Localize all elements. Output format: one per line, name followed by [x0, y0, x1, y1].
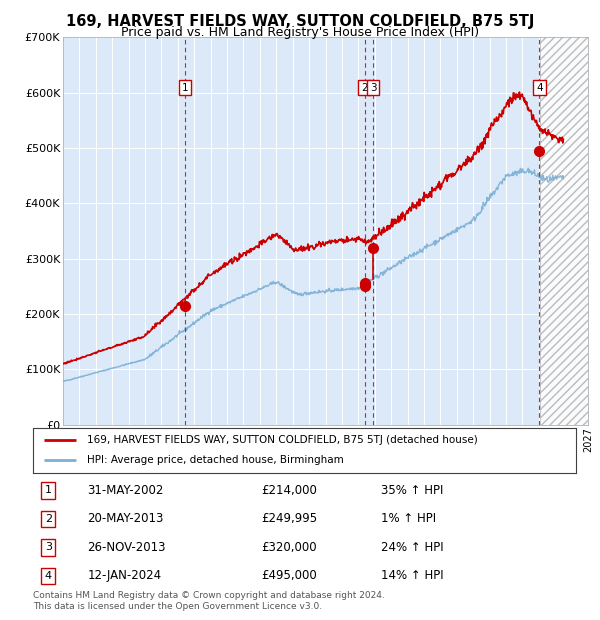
Text: HPI: Average price, detached house, Birmingham: HPI: Average price, detached house, Birm… [88, 455, 344, 466]
Text: £249,995: £249,995 [261, 513, 317, 525]
Text: 1% ↑ HPI: 1% ↑ HPI [380, 513, 436, 525]
Text: 1: 1 [45, 485, 52, 495]
Text: £320,000: £320,000 [261, 541, 317, 554]
Text: £214,000: £214,000 [261, 484, 317, 497]
Text: 3: 3 [370, 82, 376, 92]
Text: 169, HARVEST FIELDS WAY, SUTTON COLDFIELD, B75 5TJ: 169, HARVEST FIELDS WAY, SUTTON COLDFIEL… [66, 14, 534, 29]
Text: Contains HM Land Registry data © Crown copyright and database right 2024.
This d: Contains HM Land Registry data © Crown c… [33, 591, 385, 611]
Text: 31-MAY-2002: 31-MAY-2002 [88, 484, 164, 497]
Text: £495,000: £495,000 [261, 570, 317, 582]
Text: 24% ↑ HPI: 24% ↑ HPI [380, 541, 443, 554]
Text: 2: 2 [44, 514, 52, 524]
Text: 3: 3 [45, 542, 52, 552]
Text: 1: 1 [181, 82, 188, 92]
Text: 26-NOV-2013: 26-NOV-2013 [88, 541, 166, 554]
Text: Price paid vs. HM Land Registry's House Price Index (HPI): Price paid vs. HM Land Registry's House … [121, 26, 479, 39]
Text: 4: 4 [44, 571, 52, 581]
Text: 169, HARVEST FIELDS WAY, SUTTON COLDFIELD, B75 5TJ (detached house): 169, HARVEST FIELDS WAY, SUTTON COLDFIEL… [88, 435, 478, 446]
Text: 12-JAN-2024: 12-JAN-2024 [88, 570, 161, 582]
Text: 20-MAY-2013: 20-MAY-2013 [88, 513, 164, 525]
Text: 14% ↑ HPI: 14% ↑ HPI [380, 570, 443, 582]
Text: 4: 4 [536, 82, 542, 92]
Text: 2: 2 [361, 82, 368, 92]
Text: 35% ↑ HPI: 35% ↑ HPI [380, 484, 443, 497]
